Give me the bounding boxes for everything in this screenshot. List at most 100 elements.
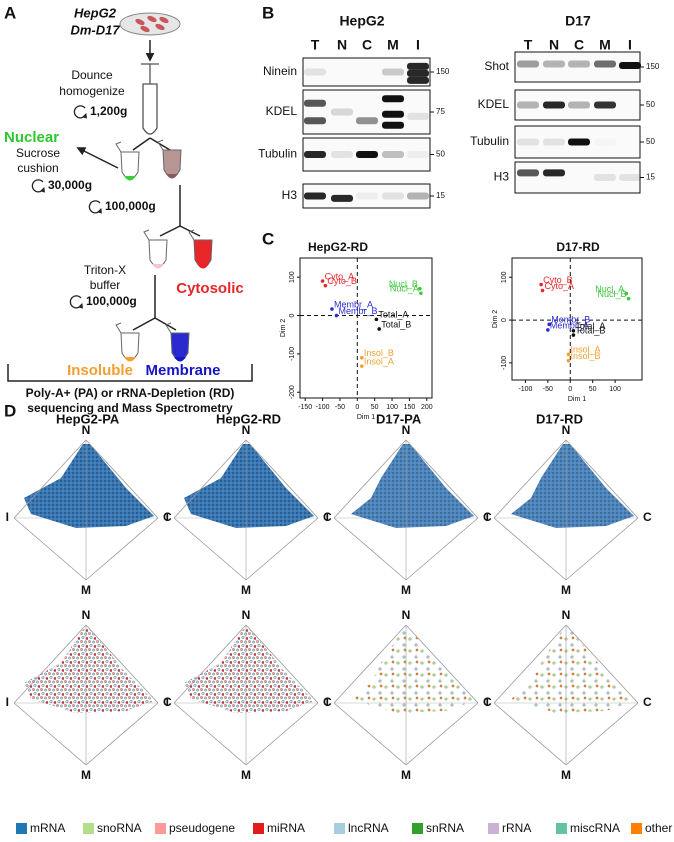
tube-cap — [115, 141, 122, 153]
spin-icon — [31, 179, 45, 193]
tetra-edge — [245, 702, 319, 766]
tube-tip — [166, 174, 178, 179]
legend-swatch — [412, 823, 423, 834]
tube — [165, 322, 190, 362]
vertex-label: M — [401, 768, 411, 782]
x-tick-label: 100 — [609, 386, 621, 393]
vertex-label: C — [323, 510, 332, 524]
tube-body — [162, 149, 182, 178]
label: 1,200g — [90, 104, 127, 118]
y-axis-title: Dim 2 — [492, 310, 499, 328]
tetra-edge — [493, 624, 567, 704]
legend-swatch — [16, 823, 27, 834]
tetra-edge — [173, 702, 247, 766]
tube-cap — [165, 322, 172, 334]
label: Dounce — [71, 68, 113, 82]
band — [594, 139, 616, 146]
point-label: Insol_A — [570, 345, 600, 355]
vertex-label: N — [562, 608, 571, 622]
point — [419, 291, 423, 296]
band — [304, 117, 326, 125]
tetra-edge — [85, 439, 159, 519]
legend-swatch — [83, 823, 94, 834]
point — [323, 283, 328, 288]
point — [539, 282, 543, 287]
tetra-edge — [565, 702, 639, 766]
blot-label: KDEL — [478, 97, 510, 111]
band — [304, 151, 326, 158]
spin-icon — [73, 105, 87, 119]
label: Dm-D17 — [70, 22, 120, 37]
tetra-edge — [13, 439, 87, 519]
vertex-label: N — [82, 423, 91, 437]
tube-body — [148, 239, 168, 268]
lane-label: M — [599, 37, 611, 53]
point-label: Nucl_A — [390, 284, 419, 294]
vertex-label: C — [643, 510, 652, 524]
panel-letter: C — [262, 229, 274, 248]
lane-label: C — [574, 37, 584, 53]
y-tick-label: 0 — [501, 318, 508, 322]
band — [568, 60, 590, 68]
homogenizer — [141, 63, 159, 135]
band — [356, 151, 378, 158]
legend-swatch — [155, 823, 166, 834]
label: Insoluble — [67, 362, 133, 379]
point — [360, 355, 364, 360]
blot-box — [302, 89, 431, 135]
legend-swatch — [253, 823, 264, 834]
blot-title: D17 — [565, 13, 591, 29]
band — [568, 101, 590, 109]
point-label: Total_A — [575, 321, 605, 331]
point-cloud — [351, 629, 474, 713]
y-axis-title: Dim 2 — [280, 319, 287, 337]
vertex-label: I — [6, 695, 9, 709]
tube-tip — [174, 357, 186, 362]
point-label: Insol_A — [364, 357, 394, 367]
legend-label: lncRNA — [348, 821, 389, 835]
band — [594, 60, 616, 68]
tetra-edge — [493, 439, 567, 519]
tube-cap — [157, 139, 164, 151]
x-axis-title: Dim 1 — [357, 414, 375, 421]
label: Cytosolic — [176, 280, 244, 297]
vertex-label: I — [166, 510, 169, 524]
point — [320, 279, 325, 283]
lane-label: T — [524, 37, 533, 53]
band — [331, 151, 353, 158]
y-tick-label: -100 — [501, 356, 508, 370]
tetra-edge — [405, 624, 479, 704]
marker-label: 50 — [436, 150, 445, 159]
cell — [140, 25, 150, 33]
band — [382, 95, 404, 103]
lane-label: M — [387, 37, 399, 53]
tube — [115, 322, 140, 362]
point — [540, 288, 545, 293]
point — [334, 313, 339, 318]
y-tick-label: 100 — [289, 271, 296, 283]
tube-tip — [124, 176, 136, 181]
x-tick-label: 50 — [589, 386, 597, 393]
plot-frame — [511, 257, 643, 381]
band — [407, 69, 429, 77]
label: Membrane — [145, 362, 220, 379]
x-tick-label: -100 — [518, 386, 532, 393]
band — [382, 68, 404, 76]
plot-title: HepG2-RD — [308, 240, 368, 254]
band — [517, 138, 539, 146]
band — [382, 121, 404, 129]
tetra-edge — [565, 517, 639, 581]
band — [543, 169, 565, 177]
lane-label: N — [337, 37, 347, 53]
marker-label: 15 — [436, 191, 445, 200]
point-label: Nucl_A — [595, 284, 624, 294]
point — [546, 328, 550, 332]
x-tick-label: 0 — [568, 386, 572, 393]
connector — [149, 137, 171, 151]
blot-box — [514, 51, 641, 83]
point — [626, 296, 631, 301]
x-tick-label: 200 — [421, 404, 433, 411]
legend-swatch — [631, 823, 642, 834]
